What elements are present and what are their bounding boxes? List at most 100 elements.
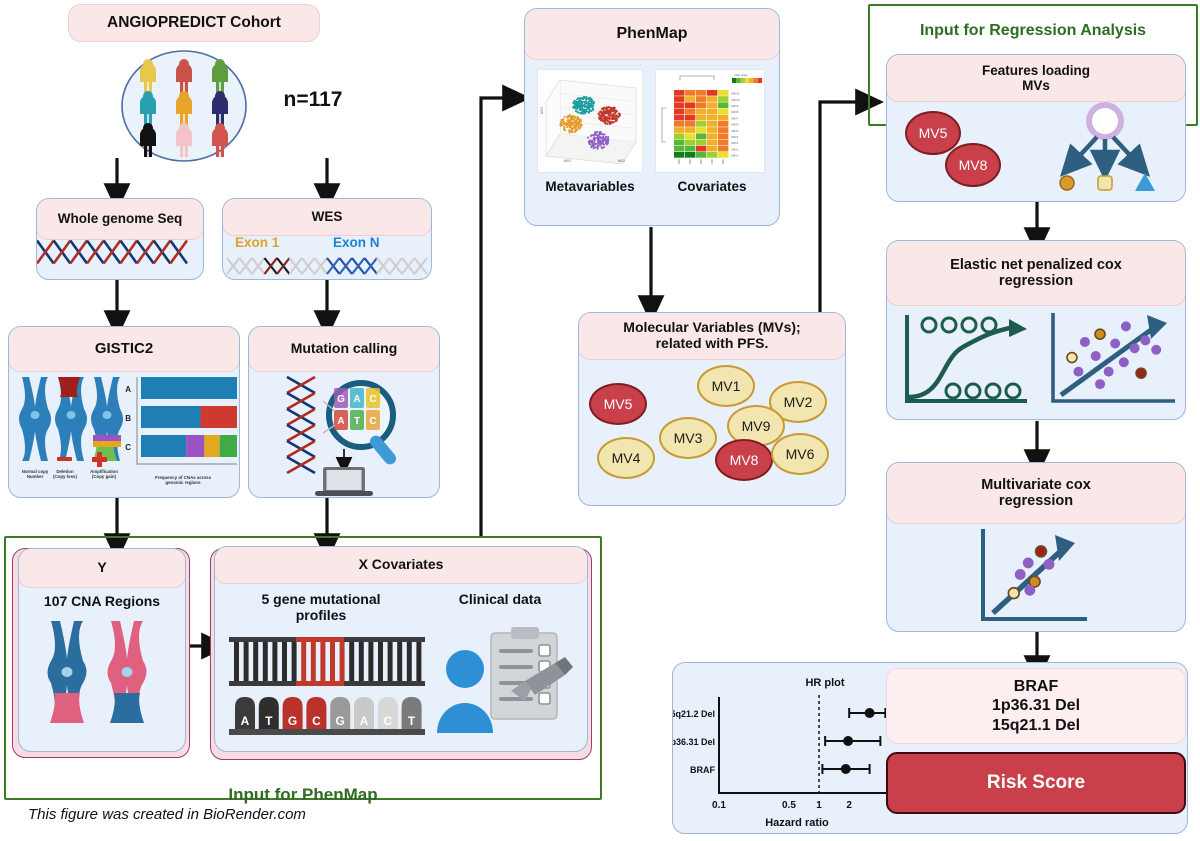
wes-dna-icon	[226, 257, 428, 275]
features-loading-body: MV5 MV8	[887, 101, 1185, 201]
svg-text:Color range: Color range	[734, 73, 748, 77]
gistic2-card: GISTIC2 A B C Normal copy Number Deletion …	[8, 326, 240, 498]
covariates-label: Covariates	[677, 179, 747, 194]
svg-text:GMV5: GMV5	[731, 129, 739, 133]
svg-text:B: B	[125, 414, 131, 423]
risk-score-badge: Risk Score	[886, 752, 1186, 814]
gistic2-illustration: A B C	[19, 377, 237, 467]
phenmap-body: MV3 MV1 MV2 GMV11 GMV10 GMV9 GMV8 GMV7 GMV6 GMV5…	[525, 61, 779, 225]
wes-title: WES	[223, 199, 431, 236]
molecular-variable-mv8: MV8	[715, 439, 773, 481]
svg-text:C: C	[312, 714, 321, 728]
svg-text:0.1: 0.1	[712, 800, 726, 811]
multivariate-cox-body	[887, 525, 1185, 631]
gistic2-body: A B C Normal copy Number Deletion (Copy lo…	[9, 371, 239, 497]
svg-text:MV2: MV2	[618, 159, 625, 163]
mutation-calling-illustration: G A CA T C	[286, 375, 397, 496]
multivariate-cox-card: Multivariate cox regression	[886, 462, 1186, 632]
wes-card: WES Exon 1 Exon N	[222, 198, 432, 280]
elastic-net-body	[887, 307, 1185, 419]
whole-genome-seq-card: Whole genome Seq	[36, 198, 204, 280]
svg-text:GMV8: GMV8	[731, 110, 739, 114]
x-covariates-title: X Covariates	[215, 547, 587, 584]
svg-text:GMV2: GMV2	[731, 147, 739, 151]
arrow-input-to-phenmap	[479, 84, 531, 536]
y-box-title: Y	[19, 549, 185, 588]
features-loading-title: Features loading MVs	[887, 55, 1185, 102]
cohort-population-icon	[120, 50, 248, 162]
chromosome-pair-icon	[47, 621, 147, 723]
svg-text:MV1: MV1	[564, 159, 571, 163]
x-covariates-box: X Covariates 5 gene mutational profiles …	[214, 546, 588, 752]
cohort-n-label: n=117	[283, 88, 343, 111]
whole-genome-seq-title: Whole genome Seq	[37, 199, 203, 240]
svg-text:BRAF: BRAF	[690, 765, 715, 775]
gistic-legend-deletion: Deletion (Copy loss)	[53, 469, 77, 480]
final-genes-result: BRAF 1p36.31 Del 15q21.1 Del	[886, 668, 1186, 744]
svg-text:C: C	[369, 416, 376, 427]
cohort-title: ANGIOPREDICT Cohort	[68, 4, 320, 42]
svg-text:GMV9: GMV9	[731, 104, 739, 108]
svg-text:MV3: MV3	[540, 107, 544, 114]
molecular-variable-mv1: MV1	[697, 365, 755, 407]
svg-text:1: 1	[816, 800, 822, 811]
multivariate-cox-title: Multivariate cox regression	[887, 463, 1185, 524]
molecular-variable-mv4: MV4	[597, 437, 655, 479]
wes-body: Exon 1 Exon N	[223, 235, 431, 279]
biorender-caption: This figure was created in BioRender.com	[28, 806, 306, 823]
svg-text:A: A	[360, 714, 369, 728]
phenmap-title: PhenMap	[525, 9, 779, 60]
covariates-heatmap: GMV11 GMV10 GMV9 GMV8 GMV7 GMV6 GMV5 GMV4 GMV3 GM…	[655, 69, 765, 173]
svg-text:G: G	[337, 394, 345, 405]
molecular-variables-body: MV5 MV1 MV2 MV9 MV3 MV4 MV8 MV6	[579, 359, 845, 505]
molecular-variables-card: Molecular Variables (MVs); related with …	[578, 312, 846, 506]
wgs-dna-icon	[37, 239, 203, 279]
phenmap-card: PhenMap MV3 MV1 MV2 GMV11 GMV10 GMV9 GMV8 GMV7…	[524, 8, 780, 226]
elastic-net-scatter-chart	[1051, 313, 1175, 403]
svg-text:G: G	[336, 714, 345, 728]
svg-text:GMV1: GMV1	[731, 154, 739, 158]
y-box-body: 107 CNA Regions	[19, 589, 185, 751]
svg-text:1p36.31 Del: 1p36.31 Del	[672, 737, 715, 747]
multivariate-scatter-chart	[981, 529, 1087, 621]
svg-text:GMV6: GMV6	[731, 123, 739, 127]
svg-text:15q21.2 Del: 15q21.2 Del	[672, 709, 715, 719]
svg-text:0.5: 0.5	[782, 800, 796, 811]
svg-text:2: 2	[846, 800, 852, 811]
feature-loading-diagram-icon	[1059, 102, 1155, 191]
mutation-calling-title: Mutation calling	[249, 327, 439, 372]
input-for-phenmap-label: Input for PhenMap	[228, 785, 378, 804]
hr-plot-xlabel: Hazard ratio	[765, 817, 829, 829]
gene-mutational-profiles-label: 5 gene mutational profiles	[261, 591, 381, 623]
svg-text:GMV4: GMV4	[731, 135, 739, 139]
metavariables-label: Metavariables	[545, 179, 635, 194]
svg-text:T: T	[408, 714, 416, 728]
svg-text:T: T	[265, 714, 273, 728]
svg-text:GMV11: GMV11	[731, 92, 740, 96]
svg-text:T: T	[354, 416, 360, 427]
molecular-variables-title: Molecular Variables (MVs); related with …	[579, 313, 845, 360]
svg-text:GMV10: GMV10	[731, 98, 740, 102]
gistic-legend-normal: Normal copy Number	[21, 469, 49, 480]
elastic-net-title: Elastic net penalized cox regression	[887, 241, 1185, 306]
exon-last-label: Exon N	[333, 235, 380, 250]
svg-text:GMV7: GMV7	[731, 116, 739, 120]
svg-text:A: A	[241, 714, 250, 728]
svg-text:C: C	[369, 394, 376, 405]
y-box: Y 107 CNA Regions	[18, 548, 186, 752]
feature-mv8: MV8	[945, 143, 1001, 187]
elastic-net-card: Elastic net penalized cox regression	[886, 240, 1186, 420]
features-loading-card: Features loading MVs MV5 MV8	[886, 54, 1186, 202]
svg-text:C: C	[125, 443, 131, 452]
x-covariates-body: 5 gene mutational profiles Clinical data…	[215, 585, 587, 751]
feature-mv5: MV5	[905, 111, 961, 155]
hr-plot-body: HR plot 15q21.2 Del 1p36.31 Del BRAF 0.1 0.5…	[673, 663, 1187, 833]
molecular-variable-mv5: MV5	[589, 383, 647, 425]
molecular-variable-mv6: MV6	[771, 433, 829, 475]
gistic2-title: GISTIC2	[9, 327, 239, 372]
